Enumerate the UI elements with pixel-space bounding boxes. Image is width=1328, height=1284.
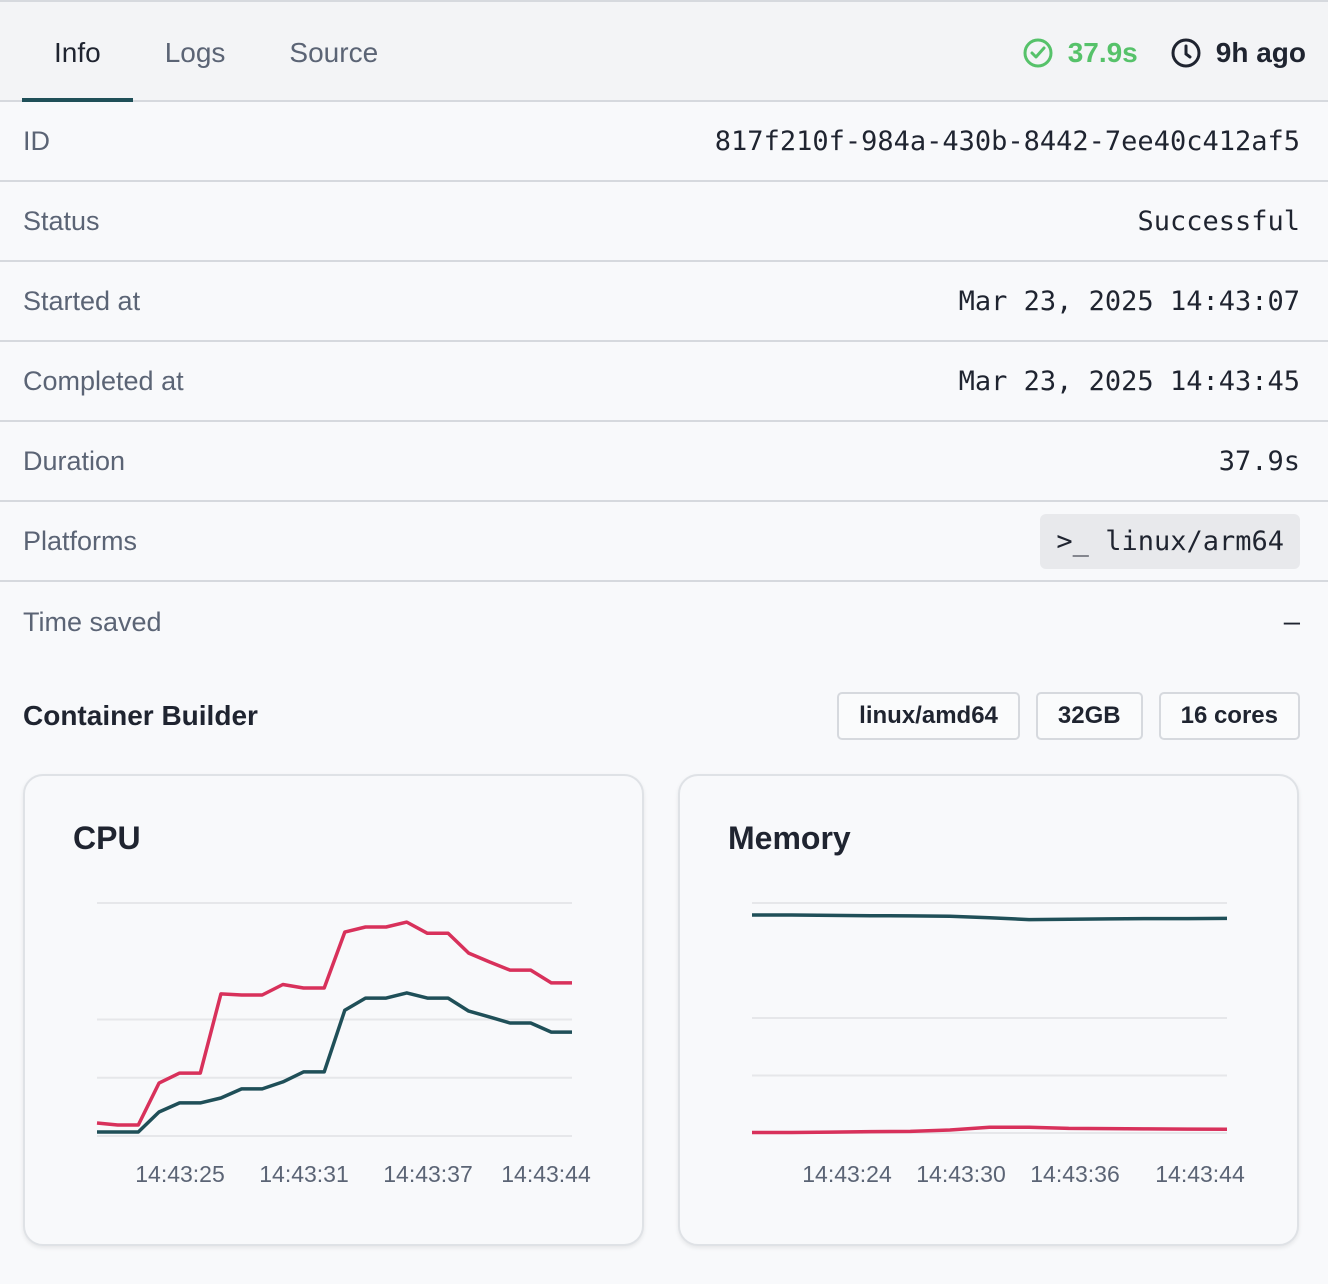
tab-source[interactable]: Source	[289, 36, 379, 68]
platform-pill: >_ linux/arm64	[1040, 513, 1300, 569]
cpu-chart-card: 14:43:25 14:43:31 14:43:37 14:43:44 CPU	[23, 774, 644, 1246]
builder-title: Container Builder	[23, 700, 258, 731]
cpu-chart: 14:43:25 14:43:31 14:43:37 14:43:44	[96, 902, 591, 1187]
tab-bar: Info Logs Source 37.9s 9h ago	[0, 5, 1328, 102]
row-label: Duration	[23, 445, 126, 476]
row-value: 37.9s	[1218, 445, 1300, 477]
row-label: Started at	[23, 285, 141, 316]
builder-header: Container Builder linux/amd64 32GB 16 co…	[0, 662, 1328, 740]
tab-info[interactable]: Info	[22, 5, 133, 102]
cpu-chart-title: CPU	[73, 820, 141, 856]
x-tick-label: 14:43:24	[802, 1161, 892, 1187]
row-value: Mar 23, 2025 14:43:07	[958, 285, 1300, 317]
memory-chart-title: Memory	[728, 820, 851, 856]
duration-text: 37.9s	[1067, 36, 1138, 68]
series-red-line	[752, 1125, 1228, 1135]
time-ago-text: 9h ago	[1215, 36, 1306, 68]
x-tick-label: 14:43:37	[383, 1161, 473, 1187]
row-label: Completed at	[23, 365, 184, 396]
detail-row-status: Status Successful	[0, 182, 1328, 262]
row-value: –	[1283, 606, 1300, 638]
x-tick-label: 14:43:25	[135, 1161, 225, 1187]
row-value: 817f210f-984a-430b-8442-7ee40c412af5	[714, 125, 1300, 157]
detail-row-time-saved: Time saved –	[0, 582, 1328, 662]
row-value: Mar 23, 2025 14:43:45	[958, 365, 1300, 397]
builder-tag-memory: 32GB	[1035, 692, 1143, 740]
detail-row-platforms: Platforms >_ linux/arm64	[0, 502, 1328, 582]
top-border	[0, 0, 1328, 5]
x-tick-label: 14:43:36	[1030, 1161, 1120, 1187]
detail-row-id: ID 817f210f-984a-430b-8442-7ee40c412af5	[0, 102, 1328, 182]
platform-value: linux/arm64	[1105, 525, 1284, 557]
row-label: ID	[23, 125, 50, 156]
series-teal-line	[752, 913, 1228, 922]
detail-row-started: Started at Mar 23, 2025 14:43:07	[0, 262, 1328, 342]
row-label: Time saved	[23, 606, 162, 637]
row-value: Successful	[1137, 205, 1300, 237]
time-ago: 9h ago	[1170, 37, 1306, 69]
duration-badge: 37.9s	[1022, 37, 1138, 69]
x-tick-label: 14:43:44	[501, 1161, 591, 1187]
series-red-line	[96, 920, 572, 1127]
x-tick-label: 14:43:31	[259, 1161, 349, 1187]
check-circle-icon	[1023, 38, 1053, 67]
row-label: Status	[23, 205, 100, 236]
detail-row-duration: Duration 37.9s	[0, 422, 1328, 502]
builder-tag-arch: linux/amd64	[837, 692, 1020, 740]
x-tick-label: 14:43:44	[1155, 1161, 1245, 1187]
builder-tag-cores: 16 cores	[1158, 692, 1300, 740]
clock-icon	[1171, 38, 1201, 67]
memory-chart: 14:43:24 14:43:30 14:43:36 14:43:44	[752, 902, 1245, 1187]
series-teal-line	[97, 991, 572, 1134]
terminal-icon: >_	[1056, 525, 1089, 557]
x-tick-label: 14:43:30	[916, 1161, 1006, 1187]
row-label: Platforms	[23, 525, 138, 556]
memory-chart-card: 14:43:24 14:43:30 14:43:36 14:43:44 Memory	[678, 774, 1299, 1246]
tab-logs[interactable]: Logs	[164, 36, 226, 68]
detail-row-completed: Completed at Mar 23, 2025 14:43:45	[0, 342, 1328, 422]
